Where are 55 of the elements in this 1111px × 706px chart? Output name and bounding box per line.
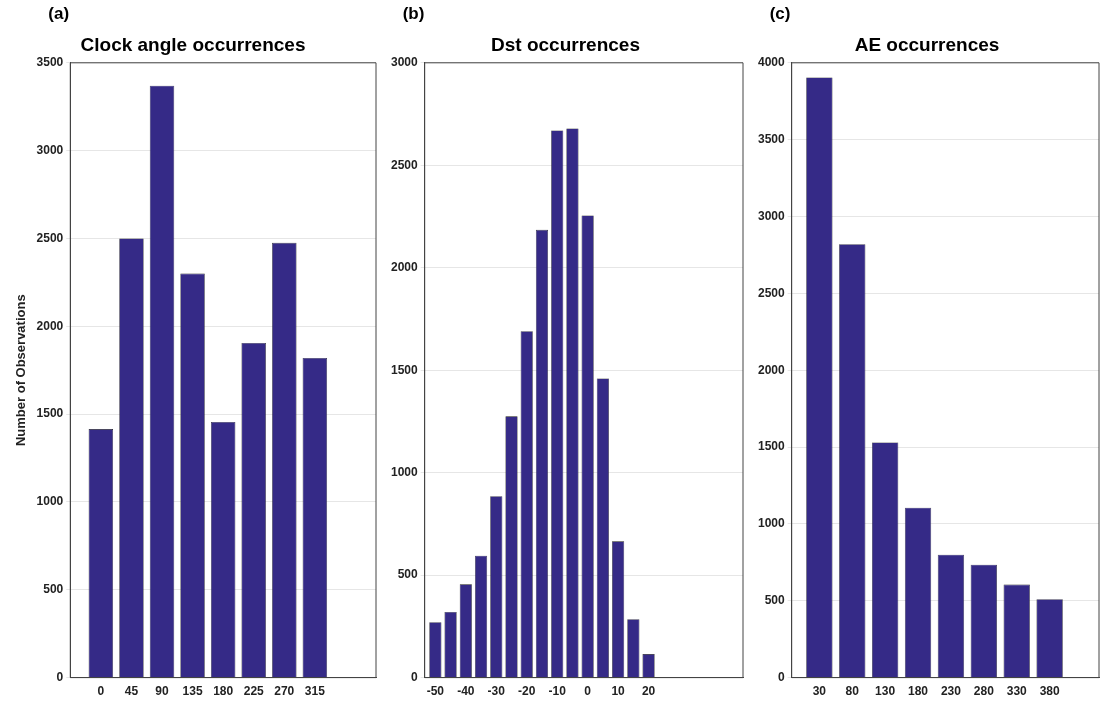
- y-tick-label: 2000: [390, 260, 419, 275]
- y-tick-label: 500: [764, 593, 786, 608]
- x-tick-label: 90: [155, 684, 169, 699]
- x-tick-label: 330: [1006, 684, 1028, 699]
- x-tick-label: 180: [908, 684, 929, 699]
- y-axis-title: Number of Observations: [13, 294, 29, 447]
- y-tick-label: 500: [397, 567, 419, 582]
- y-tick-label: 1000: [390, 464, 419, 479]
- x-tick-label: 380: [1039, 684, 1060, 699]
- y-tick-label: 2500: [757, 285, 786, 300]
- x-tick-label: -20: [518, 684, 536, 699]
- x-tick-label: 315: [304, 684, 326, 699]
- x-tick-label: -30: [487, 684, 506, 699]
- chart-title: Dst occurrences: [491, 33, 640, 55]
- y-tick-label: 0: [56, 669, 64, 684]
- y-tick-label: 3000: [757, 208, 786, 223]
- y-tick-label: 0: [778, 669, 786, 684]
- x-tick-label: -50: [426, 684, 445, 699]
- x-tick-label: 180: [213, 684, 234, 699]
- chart-title: Clock angle occurrences: [80, 33, 306, 55]
- x-tick-label: 20: [641, 684, 656, 699]
- y-tick-label: 3000: [36, 142, 64, 157]
- y-tick-label: 2000: [757, 362, 786, 377]
- chart-title: AE occurrences: [854, 33, 1000, 55]
- y-tick-label: 1000: [36, 494, 64, 509]
- text: (b): [402, 4, 425, 24]
- y-tick-label: 3500: [757, 131, 786, 146]
- y-tick-label: 2000: [36, 318, 64, 333]
- text: (c): [769, 4, 791, 24]
- x-tick-label: -40: [457, 684, 475, 699]
- x-tick-label: 135: [182, 684, 203, 699]
- y-tick-label: 0: [411, 669, 419, 684]
- x-tick-label: 130: [875, 684, 896, 699]
- x-tick-label: 270: [274, 684, 295, 699]
- x-tick-label: -10: [548, 684, 567, 699]
- y-tick-label: 4000: [757, 55, 786, 70]
- x-tick-label: 80: [845, 684, 860, 699]
- y-tick-label: 3000: [390, 55, 419, 70]
- x-tick-label: 280: [973, 684, 995, 699]
- x-tick-label: 30: [812, 684, 827, 699]
- x-tick-label: 45: [124, 684, 139, 699]
- y-tick-label: 1500: [36, 406, 64, 421]
- text: (a): [48, 4, 70, 24]
- y-tick-label: 2500: [390, 157, 419, 172]
- x-tick-label: 10: [611, 684, 626, 699]
- y-tick-label: 1500: [757, 439, 786, 454]
- x-tick-label: 0: [97, 684, 105, 699]
- x-tick-label: 0: [584, 684, 592, 699]
- y-tick-label: 2500: [36, 230, 64, 245]
- x-tick-label: 225: [243, 684, 265, 699]
- x-tick-label: 230: [940, 684, 962, 699]
- y-tick-label: 500: [43, 582, 64, 597]
- y-tick-label: 1500: [390, 362, 419, 377]
- y-tick-label: 3500: [36, 55, 64, 70]
- y-tick-label: 1000: [757, 516, 786, 531]
